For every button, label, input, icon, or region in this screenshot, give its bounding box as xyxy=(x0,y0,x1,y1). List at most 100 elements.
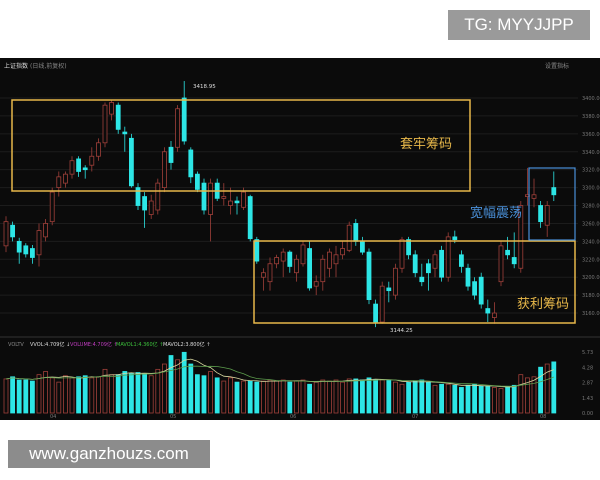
volume-bar xyxy=(293,380,299,414)
high-annotation: 3418.95 xyxy=(193,84,216,90)
date-tick-label: 07 xyxy=(412,414,418,420)
candle-body xyxy=(194,173,200,190)
candle-body xyxy=(333,254,339,265)
volume-bar xyxy=(181,351,187,414)
candle xyxy=(260,268,266,291)
candle xyxy=(386,281,392,303)
candle-body xyxy=(56,176,62,188)
candle-body xyxy=(425,263,431,274)
volume-bar xyxy=(366,377,372,414)
candle-body xyxy=(161,151,167,189)
oscillation-zone-box xyxy=(528,167,576,241)
volume-bar xyxy=(478,385,484,414)
volume-bar xyxy=(511,384,517,414)
volume-bar xyxy=(260,380,266,414)
volume-bar xyxy=(254,381,260,414)
candle-body xyxy=(373,303,379,323)
volume-tick-label: 0.00 xyxy=(582,411,593,417)
volume-bar xyxy=(518,374,524,414)
volume-bar xyxy=(43,371,48,414)
candle xyxy=(188,147,194,184)
candle xyxy=(115,102,121,134)
volume-bar xyxy=(452,384,458,414)
candle-body xyxy=(10,224,16,238)
candle-body xyxy=(175,108,181,148)
volume-bars xyxy=(3,351,557,414)
volume-value: VOLUME:4.709亿 ↑ xyxy=(70,341,118,348)
volume-tick-label: 5.73 xyxy=(582,350,593,356)
candle-body xyxy=(201,182,207,211)
candle-body xyxy=(188,149,194,178)
candle xyxy=(76,156,81,177)
tg-watermark: TG: MYYJJPP xyxy=(448,10,590,40)
mavol2-line xyxy=(5,365,554,387)
volume-bar xyxy=(425,381,431,414)
date-tick-label: 05 xyxy=(170,414,176,420)
candle-body xyxy=(122,131,128,135)
axis-ticks: 3400.00 3380.00 3360.00 3340.00 3320.00 3300.… xyxy=(50,96,600,420)
candle xyxy=(109,99,114,121)
chart-canvas[interactable]: 3400.00 3380.00 3360.00 3340.00 3320.00 3300.… xyxy=(0,58,600,420)
candle-body xyxy=(63,173,68,184)
candle xyxy=(135,183,141,210)
price-tick-label: 3320.00 xyxy=(582,168,600,174)
candle xyxy=(300,241,306,267)
candle xyxy=(148,194,154,219)
candle xyxy=(49,187,55,226)
volume-bar xyxy=(313,381,319,414)
volume-bar xyxy=(340,381,346,414)
settings-indicator-button[interactable]: 设置指标 xyxy=(545,62,569,70)
candles xyxy=(3,81,557,328)
vvol-value: VVOL:4.709亿 ↓ xyxy=(30,341,70,348)
candle-body xyxy=(109,102,114,115)
candle xyxy=(498,241,504,287)
candle xyxy=(518,201,524,273)
candle-body xyxy=(23,245,29,255)
volume-bar xyxy=(412,380,418,414)
volume-bar xyxy=(214,377,220,414)
volume-bar xyxy=(373,379,379,414)
candle-body xyxy=(3,221,9,247)
candle-body xyxy=(43,223,48,238)
candle xyxy=(168,141,174,170)
volume-bar xyxy=(56,381,62,414)
volume-bar xyxy=(128,373,134,414)
candle xyxy=(102,102,108,148)
candle-body xyxy=(538,205,543,223)
candle xyxy=(472,277,478,300)
volume-bar xyxy=(472,383,478,414)
chart-subtitle: (日线,前复权) xyxy=(30,62,67,70)
volume-bar xyxy=(544,363,550,414)
volume-bar xyxy=(432,384,438,414)
candle xyxy=(392,263,398,300)
candle-body xyxy=(49,191,55,223)
candle xyxy=(551,171,557,202)
volume-tick-label: 2.87 xyxy=(582,380,593,386)
volume-bar xyxy=(69,377,75,414)
candle-body xyxy=(505,249,511,256)
volume-indicator-name: VOLTV xyxy=(8,342,24,348)
candle xyxy=(359,236,365,255)
volume-bar xyxy=(465,384,471,414)
candle xyxy=(379,281,385,324)
volume-bar xyxy=(379,379,385,414)
candle-body xyxy=(287,251,293,267)
volume-bar xyxy=(498,388,504,414)
volume-bar xyxy=(445,383,451,414)
candle-body xyxy=(498,245,504,283)
candle xyxy=(161,147,167,193)
volume-bar xyxy=(551,361,557,414)
candle-body xyxy=(241,191,247,208)
profit-zone-box xyxy=(253,240,576,324)
volume-bar xyxy=(300,379,306,414)
volume-bar xyxy=(82,375,88,414)
price-tick-label: 3160.00 xyxy=(582,311,600,317)
volume-bar xyxy=(168,355,174,414)
candle-body xyxy=(531,194,537,199)
candle-body xyxy=(168,146,174,163)
stock-chart[interactable]: 3400.00 3380.00 3360.00 3340.00 3320.00 3300.… xyxy=(0,58,600,420)
candle xyxy=(175,105,181,152)
candle xyxy=(214,178,220,202)
candle-body xyxy=(115,104,121,130)
candle-body xyxy=(458,254,464,267)
